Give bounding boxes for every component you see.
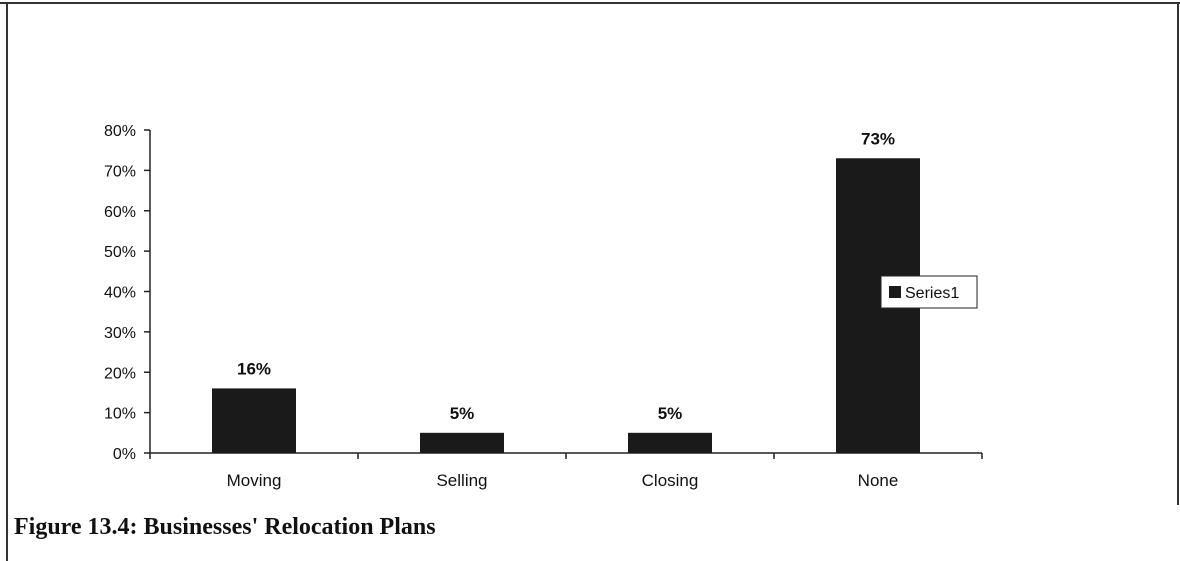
category-label-moving: Moving bbox=[227, 471, 282, 490]
bar-moving bbox=[212, 388, 296, 453]
y-tick-label: 60% bbox=[104, 204, 136, 221]
data-label-none: 73% bbox=[861, 129, 895, 148]
y-tick-label: 40% bbox=[104, 285, 136, 302]
y-tick-label: 20% bbox=[104, 365, 136, 382]
y-tick-label: 10% bbox=[104, 406, 136, 423]
y-tick-label: 0% bbox=[113, 446, 136, 463]
data-labels: 16% 5% 5% 73% bbox=[237, 129, 895, 423]
data-label-closing: 5% bbox=[658, 404, 683, 423]
legend-swatch bbox=[889, 286, 901, 298]
category-label-closing: Closing bbox=[642, 471, 699, 490]
data-label-moving: 16% bbox=[237, 359, 271, 378]
y-ticks: 0% 10% 20% 30% 40% 50% 60% 70% 80% bbox=[104, 123, 150, 463]
legend-label: Series1 bbox=[905, 285, 959, 302]
bar-selling bbox=[420, 432, 504, 453]
y-tick-label: 50% bbox=[104, 244, 136, 261]
y-tick-label: 70% bbox=[104, 163, 136, 180]
figure-caption: Figure 13.4: Businesses' Relocation Plan… bbox=[14, 514, 436, 540]
y-tick-label: 80% bbox=[104, 123, 136, 140]
category-label-selling: Selling bbox=[436, 471, 487, 490]
data-label-selling: 5% bbox=[450, 404, 475, 423]
bar-closing bbox=[628, 432, 712, 453]
y-tick-label: 30% bbox=[104, 325, 136, 342]
category-labels: Moving Selling Closing None bbox=[227, 471, 899, 490]
legend: Series1 bbox=[880, 275, 978, 309]
bars bbox=[212, 158, 920, 453]
x-ticks bbox=[149, 453, 983, 459]
category-label-none: None bbox=[858, 471, 899, 490]
